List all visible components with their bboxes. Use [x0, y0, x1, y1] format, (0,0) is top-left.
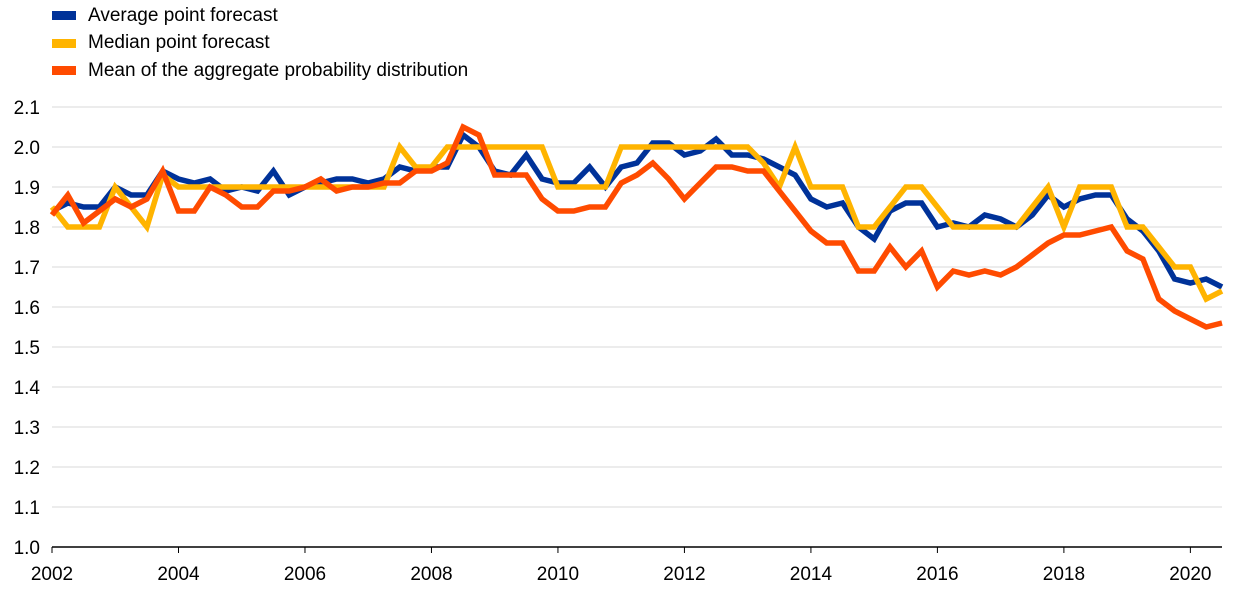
- legend-swatch-median: [52, 38, 76, 48]
- legend-swatch-average: [52, 11, 76, 21]
- legend-label-median: Median point forecast: [88, 32, 270, 54]
- series-median-point-forecast: [49, 139, 1224, 303]
- x-tick-label-2006: 2006: [284, 564, 326, 585]
- x-tick-label-2010: 2010: [537, 564, 579, 585]
- y-tick-label-1.9: 1.9: [14, 178, 40, 199]
- y-tick-label-2.1: 2.1: [14, 98, 40, 119]
- x-tick-label-2018: 2018: [1043, 564, 1085, 585]
- x-tick-label-2008: 2008: [410, 564, 452, 585]
- x-tick-labels: 2002 2004 2006 2008 2010 2012 2014 2016 2018 2020: [31, 564, 1212, 585]
- axes: [51, 546, 1222, 553]
- x-tick-label-2004: 2004: [157, 564, 200, 585]
- legend-label-mean: Mean of the aggregate probability distri…: [88, 59, 469, 81]
- y-tick-label-1.3: 1.3: [14, 418, 40, 439]
- legend-item-mean: Mean of the aggregate probability distri…: [52, 57, 468, 85]
- y-tick-label-1.6: 1.6: [14, 298, 40, 319]
- y-tick-label-1.1: 1.1: [14, 498, 40, 519]
- legend-item-average: Average point forecast: [52, 2, 468, 30]
- x-tick-label-2016: 2016: [916, 564, 958, 585]
- y-tick-label-2.0: 2.0: [14, 138, 40, 159]
- y-tick-label-1.4: 1.4: [14, 378, 41, 399]
- y-tick-label-1.2: 1.2: [14, 458, 40, 479]
- legend-swatch-mean: [52, 66, 76, 76]
- legend: Average point forecast Median point fore…: [52, 2, 468, 85]
- x-tick-label-2014: 2014: [790, 564, 833, 585]
- x-tick-label-2012: 2012: [663, 564, 705, 585]
- series-lines: [49, 123, 1224, 330]
- x-tick-label-2020: 2020: [1169, 564, 1211, 585]
- legend-label-average: Average point forecast: [88, 4, 278, 26]
- y-tick-labels: 1.0 1.1 1.2 1.3 1.4 1.5 1.6 1.7 1.8 1.9 2.0 2.1: [14, 98, 41, 559]
- gridlines: [52, 106, 1222, 508]
- series-mean-aggregate-distribution: [49, 123, 1223, 330]
- y-tick-label-1.7: 1.7: [14, 258, 40, 279]
- y-tick-label-1.5: 1.5: [14, 338, 40, 359]
- series-average-point-forecast: [50, 130, 1224, 290]
- y-tick-label-1.8: 1.8: [14, 218, 40, 239]
- x-tick-label-2002: 2002: [31, 564, 73, 585]
- legend-item-median: Median point forecast: [52, 30, 468, 58]
- y-tick-label-1.0: 1.0: [14, 538, 40, 559]
